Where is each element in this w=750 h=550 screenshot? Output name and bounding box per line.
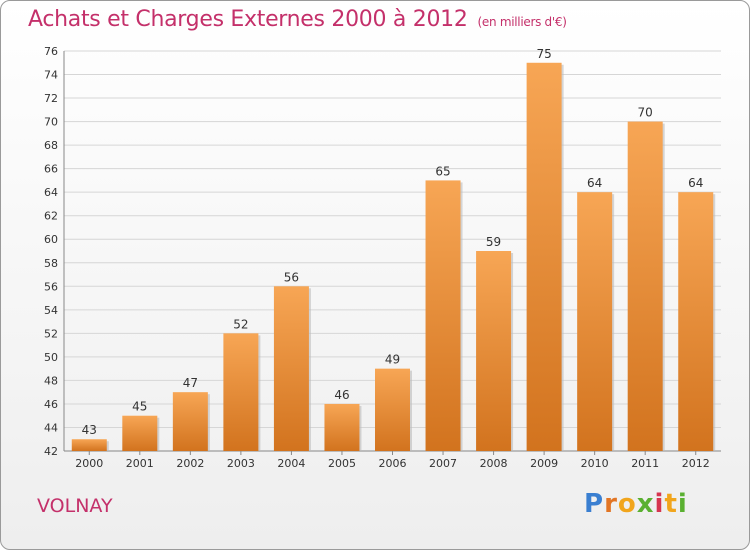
data-label: 52	[233, 317, 248, 331]
bar	[71, 439, 107, 451]
bar	[324, 403, 360, 451]
data-label: 59	[486, 235, 501, 249]
logo-letter: x	[636, 489, 655, 519]
x-tick-label: 2010	[581, 457, 609, 470]
y-tick-label: 74	[44, 69, 58, 82]
bar	[627, 121, 663, 452]
x-tick-label: 2002	[176, 457, 204, 470]
data-label: 49	[385, 353, 400, 367]
y-tick-label: 48	[44, 374, 58, 387]
bar	[273, 286, 309, 451]
chart-title-text: Achats et Charges Externes 2000 à 2012	[28, 7, 468, 32]
x-tick-label: 2005	[328, 457, 356, 470]
x-tick-label: 2011	[631, 457, 659, 470]
data-label: 43	[82, 423, 97, 437]
data-label: 64	[688, 176, 703, 190]
logo-letter: P	[584, 489, 605, 519]
data-label: 70	[638, 106, 653, 120]
data-label: 45	[132, 400, 147, 414]
data-label: 64	[587, 176, 602, 190]
y-tick-label: 56	[44, 280, 58, 293]
x-tick-label: 2008	[480, 457, 508, 470]
y-tick-label: 70	[44, 116, 58, 129]
y-tick-label: 66	[44, 163, 58, 176]
logo-letter: o	[617, 489, 637, 519]
logo-letter: t	[664, 489, 678, 519]
y-tick-label: 76	[44, 45, 58, 58]
proxiti-logo: Proxiti	[584, 489, 688, 519]
data-label: 65	[435, 164, 450, 178]
y-tick-label: 58	[44, 257, 58, 270]
x-tick-label: 2003	[227, 457, 255, 470]
x-tick-label: 2012	[682, 457, 710, 470]
data-label: 46	[334, 388, 349, 402]
x-tick-label: 2001	[126, 457, 154, 470]
data-label: 75	[536, 47, 551, 61]
y-tick-label: 72	[44, 92, 58, 105]
bar	[476, 251, 512, 451]
logo-letter: i	[654, 489, 665, 519]
y-tick-label: 54	[44, 304, 58, 317]
data-label: 47	[183, 376, 198, 390]
y-tick-label: 52	[44, 327, 58, 340]
bar	[425, 180, 461, 452]
chart-subtitle: (en milliers d'€)	[477, 15, 567, 29]
y-tick-label: 68	[44, 139, 58, 152]
y-tick-label: 60	[44, 233, 58, 246]
bar	[678, 192, 714, 452]
y-tick-label: 46	[44, 398, 58, 411]
x-tick-label: 2004	[277, 457, 305, 470]
y-tick-label: 42	[44, 445, 58, 458]
commune-name: VOLNAY	[37, 495, 113, 517]
x-tick-label: 2007	[429, 457, 457, 470]
data-label: 56	[284, 270, 299, 284]
bar	[526, 62, 562, 451]
x-tick-label: 2000	[75, 457, 103, 470]
x-tick-label: 2009	[530, 457, 558, 470]
x-tick-label: 2006	[379, 457, 407, 470]
logo-letter: i	[677, 489, 688, 519]
logo-letter: r	[604, 489, 618, 519]
y-tick-label: 44	[44, 421, 58, 434]
bar	[122, 415, 158, 451]
bar	[577, 192, 613, 452]
y-tick-label: 50	[44, 351, 58, 364]
y-tick-label: 62	[44, 210, 58, 223]
y-tick-label: 64	[44, 186, 58, 199]
bar	[223, 333, 259, 451]
bar	[172, 392, 208, 451]
bar	[375, 368, 410, 451]
chart-title: Achats et Charges Externes 2000 à 2012 (e…	[28, 7, 567, 32]
